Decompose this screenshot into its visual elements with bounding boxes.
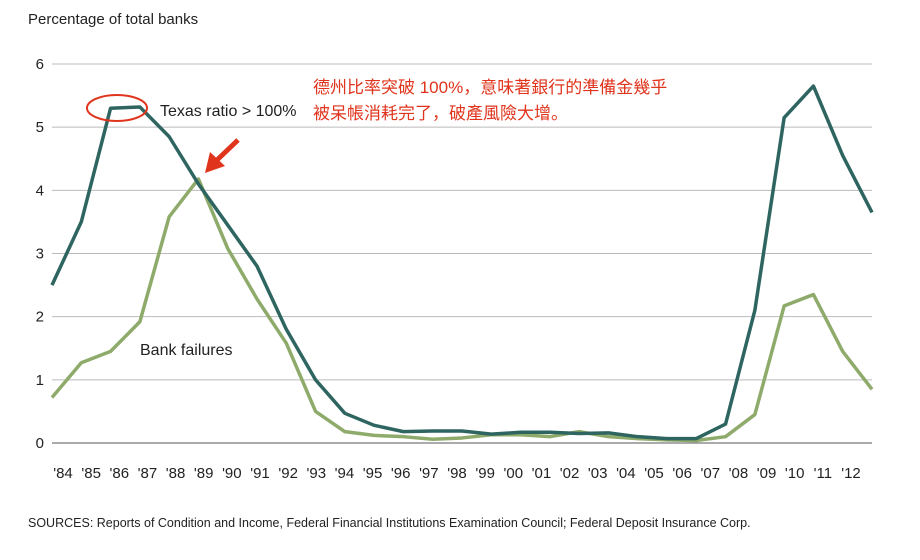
x-tick-label: '11 [814, 465, 832, 482]
x-tick-label: '84 [53, 465, 73, 482]
x-tick-label: '88 [166, 465, 186, 482]
x-tick-label: '95 [363, 465, 383, 482]
y-tick-label: 3 [36, 246, 44, 263]
series-line [50, 177, 874, 443]
x-tick-label: '93 [307, 465, 327, 482]
x-tick-label: '89 [194, 465, 214, 482]
x-tick-label: '10 [785, 465, 805, 482]
y-tick-label: 6 [36, 56, 44, 73]
plot: 0 1 2 3 4 5 6 '84 '85 '86 '87 '88 '89 '90 '91 '92 '93 '94… [36, 56, 874, 482]
y-tick-label: 4 [36, 182, 44, 199]
x-tick-label: '04 [616, 465, 636, 482]
x-tick-label: '92 [278, 465, 298, 482]
source: SOURCES: Reports of Condition and Income… [28, 516, 751, 530]
x-tick-label: '90 [222, 465, 242, 482]
x-tick-label: '01 [532, 465, 552, 482]
x-tick-label: '00 [504, 465, 524, 482]
x-tick-label: '91 [250, 465, 270, 482]
x-tick-label: '96 [391, 465, 411, 482]
annotation: 被呆帳消耗完了，破產風險大增。 [313, 104, 568, 123]
highlight-ellipse [86, 94, 148, 122]
series-line [50, 84, 874, 441]
x-tick-label: '03 [588, 465, 608, 482]
y-tick-label: 2 [36, 309, 44, 326]
arrow [205, 138, 240, 173]
x-tick-label: '08 [729, 465, 749, 482]
x-tick-label: '94 [335, 465, 355, 482]
x-tick-label: '98 [447, 465, 467, 482]
series-label: Bank failures [140, 342, 233, 359]
x-tick-label: '86 [110, 465, 130, 482]
x-tick-label: '02 [560, 465, 580, 482]
x-tick-label: '87 [138, 465, 158, 482]
x-tick-label: '99 [475, 465, 495, 482]
x-tick-label: '09 [757, 465, 777, 482]
y-tick-label: 5 [36, 119, 44, 136]
y-tick-label: 0 [36, 435, 44, 452]
x-tick-label: '05 [644, 465, 664, 482]
x-tick-label: '12 [841, 465, 861, 482]
annotation: 德州比率突破 100%，意味著銀行的準備金幾乎 [313, 78, 667, 97]
x-tick-label: '07 [701, 465, 721, 482]
y-tick-label: 1 [36, 372, 44, 389]
chart-title: Percentage of total banks [28, 11, 198, 28]
x-tick-label: '97 [419, 465, 439, 482]
series-label: Texas ratio > 100% [160, 103, 297, 120]
x-tick-label: '06 [672, 465, 692, 482]
x-tick-label: '85 [81, 465, 101, 482]
